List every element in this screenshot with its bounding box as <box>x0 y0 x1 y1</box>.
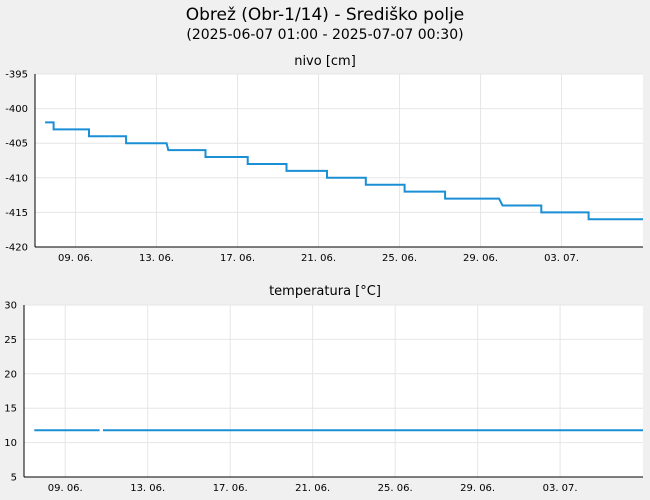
nivo-y-tick-label: -420 <box>5 243 28 254</box>
nivo-x-tick-label: 09. 06. <box>58 253 93 264</box>
nivo-y-tick-label: -410 <box>5 173 28 184</box>
temperatura-y-tick-label: 25 <box>4 335 17 346</box>
temperatura-panel-title: temperatura [°C] <box>269 284 381 299</box>
nivo-y-tick-label: -405 <box>5 139 28 150</box>
temperatura-x-tick-label: 25. 06. <box>378 483 413 494</box>
temperatura-x-tick-label: 29. 06. <box>460 483 495 494</box>
temperatura-x-tick-label: 17. 06. <box>213 483 248 494</box>
temperatura-y-tick-label: 5 <box>11 473 17 484</box>
chart-subtitle: (2025-06-07 01:00 - 2025-07-07 00:30) <box>186 27 463 43</box>
nivo-y-tick-label: -400 <box>5 104 28 115</box>
temperatura-y-tick-label: 30 <box>4 301 17 312</box>
temperatura-x-tick-label: 09. 06. <box>48 483 83 494</box>
nivo-y-tick-label: -415 <box>5 208 28 219</box>
nivo-x-tick-label: 25. 06. <box>382 253 417 264</box>
nivo-x-tick-label: 17. 06. <box>220 253 255 264</box>
temperatura-plot-area <box>24 305 643 477</box>
chart-title: Obrež (Obr-1/14) - Središko polje <box>186 5 465 25</box>
nivo-series-line <box>45 121 110 138</box>
temperatura-x-tick-label: 13. 06. <box>130 483 165 494</box>
temperatura-panel: temperatura [°C] 30 25 20 15 10 5 09. 06. 13. 0… <box>4 284 643 494</box>
nivo-panel-title: nivo [cm] <box>294 54 356 69</box>
nivo-plot-area <box>35 74 643 247</box>
nivo-series-line <box>109 135 643 221</box>
nivo-panel: nivo [cm] -395 -400 -405 -410 -415 -420 09. 06… <box>5 54 643 264</box>
nivo-x-tick-label: 13. 06. <box>139 253 174 264</box>
nivo-x-tick-label: 29. 06. <box>463 253 498 264</box>
temperatura-x-tick-label: 03. 07. <box>543 483 578 494</box>
temperatura-x-tick-label: 21. 06. <box>295 483 330 494</box>
nivo-x-tick-label: 03. 07. <box>544 253 579 264</box>
temperatura-y-tick-label: 10 <box>4 438 17 449</box>
temperatura-y-tick-label: 15 <box>4 404 17 415</box>
temperatura-y-tick-label: 20 <box>4 369 17 380</box>
nivo-x-tick-label: 21. 06. <box>301 253 336 264</box>
nivo-y-tick-label: -395 <box>5 70 28 81</box>
